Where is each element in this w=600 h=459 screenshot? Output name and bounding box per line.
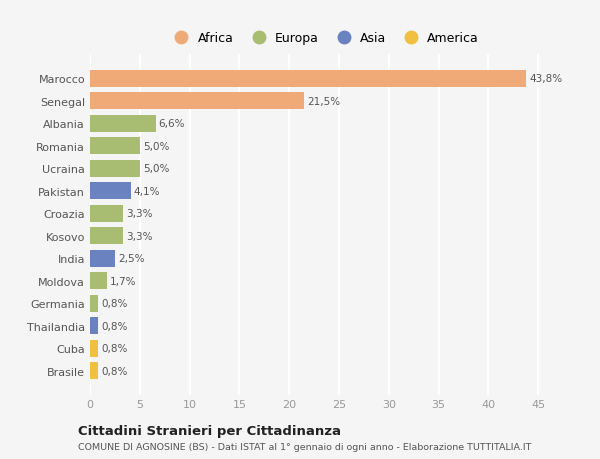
Text: 43,8%: 43,8% [529,74,562,84]
Bar [90,138,140,155]
Bar [90,295,98,312]
Bar [90,318,98,335]
Bar [90,115,156,132]
Bar [90,71,526,87]
Legend: Africa, Europa, Asia, America: Africa, Europa, Asia, America [164,28,484,50]
Text: 0,8%: 0,8% [101,321,127,331]
Bar [90,160,140,177]
Bar [90,205,123,222]
Text: 3,3%: 3,3% [126,209,152,218]
Text: COMUNE DI AGNOSINE (BS) - Dati ISTAT al 1° gennaio di ogni anno - Elaborazione T: COMUNE DI AGNOSINE (BS) - Dati ISTAT al … [78,442,532,451]
Bar [90,183,131,200]
Text: 4,1%: 4,1% [134,186,160,196]
Text: 3,3%: 3,3% [126,231,152,241]
Text: 2,5%: 2,5% [118,254,145,263]
Bar [90,228,123,245]
Bar [90,273,107,290]
Text: 1,7%: 1,7% [110,276,136,286]
Text: 0,8%: 0,8% [101,366,127,376]
Text: 6,6%: 6,6% [159,119,185,129]
Text: 5,0%: 5,0% [143,164,169,174]
Bar [90,250,115,267]
Bar [90,340,98,357]
Text: Cittadini Stranieri per Cittadinanza: Cittadini Stranieri per Cittadinanza [78,424,341,437]
Text: 5,0%: 5,0% [143,141,169,151]
Bar [90,363,98,379]
Text: 21,5%: 21,5% [307,96,340,106]
Text: 0,8%: 0,8% [101,298,127,308]
Text: 0,8%: 0,8% [101,343,127,353]
Bar [90,93,304,110]
